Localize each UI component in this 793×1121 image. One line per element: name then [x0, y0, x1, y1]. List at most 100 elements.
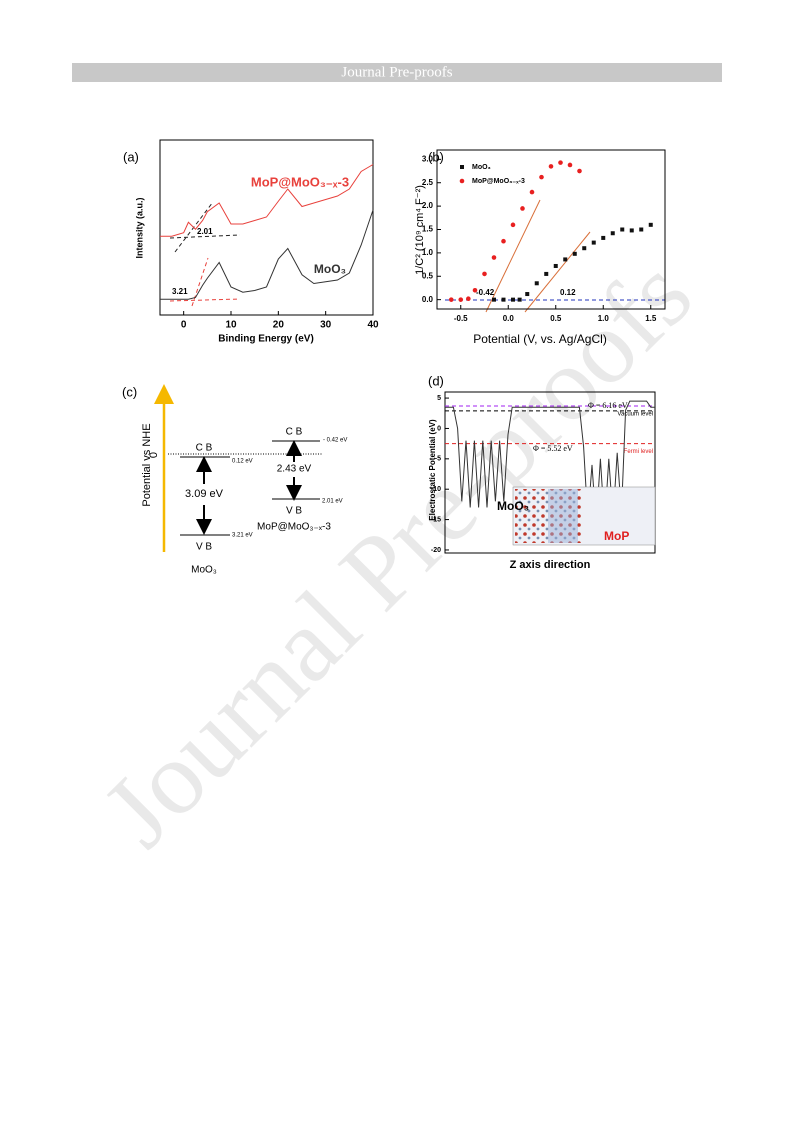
reference-label: Vacuum level [617, 412, 653, 418]
point [466, 296, 471, 302]
y-tick-label: -10 [431, 486, 441, 493]
panel-label: (b) [428, 149, 444, 164]
panel-label: (c) [122, 384, 137, 399]
point [472, 287, 478, 293]
point [548, 164, 554, 169]
plot-frame [159, 139, 374, 316]
y-tick-label: 0.5 [422, 271, 434, 280]
legend-marker [460, 165, 464, 169]
x-tick-label: -0.5 [454, 314, 468, 323]
zero-label: 0 [148, 452, 160, 458]
panel-label: (d) [428, 373, 444, 388]
y-tick-label: 1.0 [422, 248, 434, 257]
legend-label: MoO₃ [472, 164, 491, 171]
baseline [169, 298, 241, 302]
annotation: 3.21 [172, 287, 188, 296]
axis-label: Potential vs NHE [141, 423, 153, 506]
material-label: MoP@MoO₃₋ₓ-3 [257, 522, 331, 533]
annotation: MoO₃ [497, 499, 529, 513]
y-tick-label: 1.5 [422, 225, 434, 234]
tangent [174, 201, 214, 253]
y-axis-label: 1/C² (10⁹ cm⁴ F⁻²) [414, 185, 426, 275]
x-tick-label: 20 [273, 320, 285, 331]
point [501, 238, 506, 244]
point [458, 297, 464, 302]
legend-marker [459, 178, 465, 184]
point [482, 271, 487, 277]
reference-label: Fermi level [624, 449, 653, 455]
x-tick-label: 30 [320, 320, 332, 331]
point [572, 251, 577, 256]
point [539, 174, 544, 180]
cb-label: C B [286, 427, 303, 438]
point [601, 235, 606, 240]
panel-label: (a) [123, 149, 139, 164]
point [591, 240, 596, 245]
gap-label: 3.09 eV [185, 488, 224, 500]
cb-value: 0.12 eV [232, 459, 253, 465]
point [525, 292, 530, 297]
y-tick-label: 3.0 [422, 154, 434, 163]
point [563, 257, 568, 262]
annotation: 2.01 [197, 227, 213, 236]
point [639, 227, 644, 232]
series-label: MoP@MoO₃₋ₓ-3 [251, 174, 349, 189]
tangent [191, 257, 209, 307]
point [582, 246, 587, 251]
point [567, 162, 573, 168]
cb-label: C B [196, 443, 213, 454]
structure-inset [512, 486, 656, 546]
header-bar [72, 63, 722, 82]
annotation: Φ = 6.16 eV [588, 401, 628, 410]
point [517, 297, 522, 302]
point [577, 168, 582, 174]
material-label: MoO₃ [191, 565, 217, 576]
x-tick-label: 1.5 [645, 314, 657, 323]
point [529, 189, 535, 195]
y-axis-label: Intensity (a.u.) [134, 197, 144, 258]
point [534, 281, 539, 286]
x-axis-label: Binding Energy (eV) [218, 334, 314, 345]
watermark: Journal Pre-proofs [80, 235, 713, 868]
point [510, 222, 516, 228]
x-tick-label: 40 [367, 320, 379, 331]
series-line [160, 164, 374, 237]
gap-label: 2.43 eV [277, 464, 312, 475]
legend-label: MoP@MoO₃₋ₓ-3 [472, 178, 525, 185]
point [610, 231, 615, 236]
cb-value: - 0.42 eV [323, 438, 347, 444]
tangent [524, 231, 591, 313]
point [501, 297, 506, 302]
annotation: MoP [604, 529, 629, 543]
point [620, 227, 625, 232]
point [492, 297, 496, 302]
y-tick-label: 5 [437, 395, 441, 402]
y-axis-label: Electrostatic Potential (eV) [428, 419, 437, 521]
plot-frame [444, 391, 656, 554]
header-title: Journal Pre-proofs [341, 64, 452, 80]
vb-label: V B [196, 542, 212, 553]
series-label: MoO₃ [314, 262, 346, 276]
x-tick-label: 0 [181, 320, 187, 331]
vb-value: 2.01 eV [322, 499, 343, 505]
annotation: 0.12 [560, 288, 576, 297]
vb-label: V B [286, 506, 302, 517]
series-line [160, 209, 374, 300]
x-tick-label: 10 [225, 320, 237, 331]
point [648, 222, 653, 227]
y-tick-label: -15 [431, 516, 441, 523]
y-tick-label: -20 [431, 547, 441, 554]
x-tick-label: 1.0 [598, 314, 610, 323]
y-tick-label: 2.5 [422, 178, 434, 187]
y-tick-label: 0.0 [422, 295, 434, 304]
x-axis-label: Potential (V, vs. Ag/AgCl) [473, 332, 607, 346]
annotation: -0.42 [476, 288, 495, 297]
point [629, 228, 634, 233]
tangent [485, 199, 541, 313]
baseline [169, 234, 241, 239]
band-diagram: (c) Potential vs NHE 0 C B 0.12 eV 3.09 … [122, 384, 347, 576]
point [520, 206, 525, 211]
vb-value: 3.21 eV [232, 533, 253, 539]
x-tick-label: 0.0 [503, 314, 515, 323]
